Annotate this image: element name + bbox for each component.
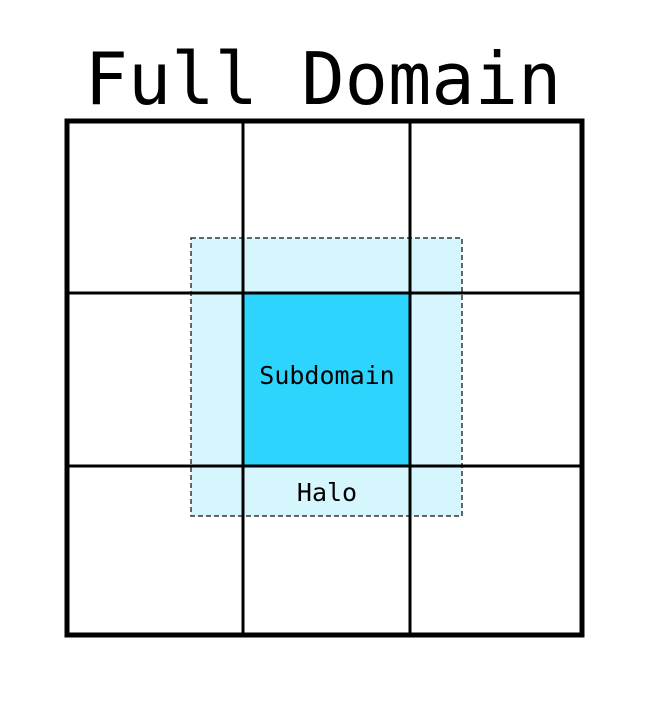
halo-label: Halo [297, 478, 357, 507]
diagram-title: Full Domain [85, 37, 562, 121]
subdomain-region [243, 293, 410, 466]
subdomain-label: Subdomain [259, 361, 394, 390]
full-domain-border [64, 118, 585, 638]
